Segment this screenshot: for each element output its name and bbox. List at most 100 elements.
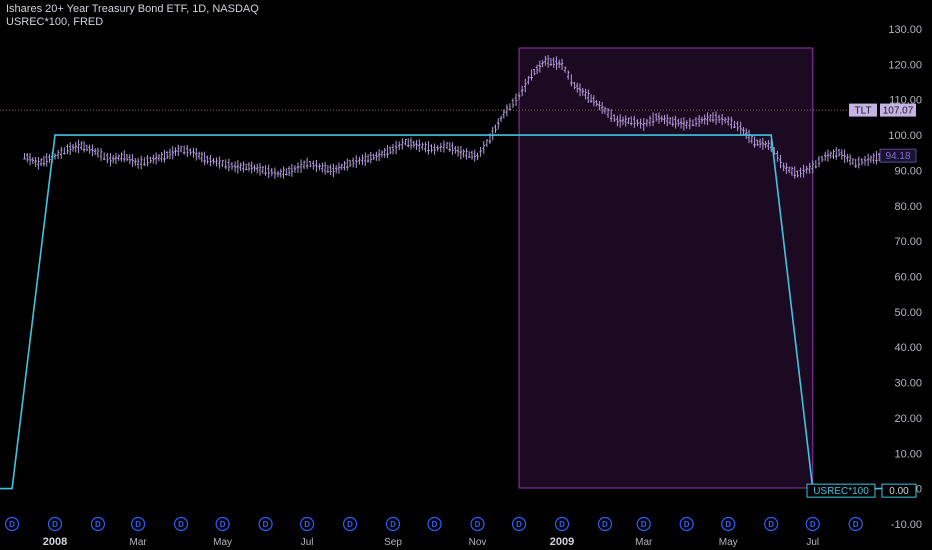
recession-shade-rect bbox=[518, 47, 814, 489]
dividend-event-badge[interactable]: D bbox=[342, 516, 358, 532]
dividend-badge-circle bbox=[764, 516, 779, 532]
tlt-current-bg bbox=[879, 148, 917, 163]
dividend-badge-circle bbox=[427, 516, 442, 532]
x-tick-label: Mar bbox=[129, 537, 147, 548]
dividend-badge-circle bbox=[554, 516, 570, 532]
tlt-tag: TLT 107.07 bbox=[849, 103, 916, 117]
dividend-badge-circle bbox=[342, 516, 358, 532]
y-tick-label: 100.00 bbox=[888, 130, 922, 142]
dividend-badge-circle bbox=[636, 516, 651, 532]
dividend-event-badge[interactable]: D bbox=[385, 516, 401, 532]
dividend-badge-circle bbox=[258, 516, 273, 532]
dividend-event-badge[interactable]: D bbox=[427, 516, 442, 532]
y-tick-label: 60.00 bbox=[894, 272, 922, 284]
dividend-event-badge[interactable]: D bbox=[805, 516, 820, 532]
dividend-badge-circle bbox=[173, 516, 189, 532]
dividend-badge-circle bbox=[679, 516, 694, 532]
y-tick-label: 120.00 bbox=[888, 59, 922, 71]
dividend-badge-label: D bbox=[52, 520, 58, 529]
dividend-badge-circle bbox=[4, 516, 20, 532]
y-tick-label: 50.00 bbox=[894, 307, 922, 319]
dividend-event-badge[interactable]: D bbox=[258, 516, 273, 532]
tlt-tag-name: TLT bbox=[854, 106, 871, 117]
dividend-badge-label: D bbox=[853, 520, 859, 529]
x-tick-label: Jul bbox=[301, 537, 314, 548]
dividend-badge-label: D bbox=[304, 520, 310, 529]
dividend-badge-label: D bbox=[516, 520, 522, 529]
dividend-badge-label: D bbox=[9, 520, 15, 529]
dividend-badge-label: D bbox=[768, 520, 774, 529]
dividend-event-badge[interactable]: D bbox=[4, 516, 20, 532]
dividend-badge-label: D bbox=[475, 520, 481, 529]
x-tick-label: Jul bbox=[806, 537, 819, 548]
dividend-event-badge[interactable]: D bbox=[470, 516, 485, 532]
dividend-event-badge[interactable]: D bbox=[173, 516, 189, 532]
tlt-tag-value: 107.07 bbox=[883, 106, 914, 117]
x-tick-label: 2009 bbox=[550, 536, 574, 548]
dividend-badge-circle bbox=[385, 516, 401, 532]
y-axis[interactable]: 130.00120.00110.00100.0090.0080.0070.006… bbox=[888, 24, 922, 531]
chart-title: Ishares 20+ Year Treasury Bond ETF, 1D, … bbox=[6, 3, 259, 15]
dividend-event-badge[interactable]: D bbox=[597, 516, 613, 532]
dividend-badge-label: D bbox=[559, 520, 565, 529]
tlt-current-value: 94.18 bbox=[885, 151, 910, 162]
dividend-event-badge[interactable]: D bbox=[848, 516, 863, 532]
dividend-badge-circle bbox=[300, 516, 315, 532]
dividend-event-badge[interactable]: D bbox=[721, 516, 736, 532]
x-tick-label: 2008 bbox=[43, 536, 67, 548]
usrec-tag: USREC*100 0.00 bbox=[806, 483, 917, 498]
x-tick-label: Mar bbox=[635, 537, 653, 548]
y-tick-label: 70.00 bbox=[894, 236, 922, 248]
tlt-current-tag: 94.18 bbox=[879, 148, 917, 163]
dividend-event-badge[interactable]: D bbox=[90, 516, 106, 532]
dividend-event-badge[interactable]: D bbox=[47, 516, 63, 532]
ohlc-bars-layer bbox=[23, 55, 881, 179]
dividend-badge-circle bbox=[805, 516, 820, 532]
dividend-event-badge[interactable]: D bbox=[764, 516, 779, 532]
x-axis[interactable]: 2008 Mar May Jul Sep Nov 2009 Mar May Jul bbox=[43, 536, 819, 548]
dividend-badge-circle bbox=[47, 516, 63, 532]
dividend-badge-label: D bbox=[602, 520, 608, 529]
usrec-tag-name-bg bbox=[806, 483, 876, 498]
dividend-event-badge[interactable]: D bbox=[215, 516, 230, 532]
y-tick-label: -10.00 bbox=[891, 519, 922, 531]
chart-subtitle: USREC*100, FRED bbox=[6, 16, 104, 28]
y-tick-label: 10.00 bbox=[894, 448, 922, 460]
dividend-badge-circle bbox=[131, 516, 146, 532]
dividend-badge-label: D bbox=[684, 520, 690, 529]
price-tags: TLT 107.07 94.18 USREC*100 0.00 bbox=[806, 103, 917, 498]
dividend-badge-circle bbox=[511, 516, 527, 532]
dividend-badge-label: D bbox=[178, 520, 184, 529]
dividend-badge-circle bbox=[848, 516, 863, 532]
dividend-event-badge[interactable]: D bbox=[679, 516, 694, 532]
y-tick-label: 90.00 bbox=[894, 165, 922, 177]
x-tick-label: Nov bbox=[469, 537, 487, 548]
y-tick-label: 40.00 bbox=[894, 342, 922, 354]
dividend-event-badge[interactable]: D bbox=[636, 516, 651, 532]
usrec-tag-name: USREC*100 bbox=[813, 486, 869, 497]
dividend-badge-label: D bbox=[135, 520, 141, 529]
dividend-badge-circle bbox=[215, 516, 230, 532]
dividend-badge-circle bbox=[90, 516, 106, 532]
x-tick-label: May bbox=[213, 537, 232, 548]
x-tick-label: Sep bbox=[384, 537, 402, 548]
dividend-event-badge[interactable]: D bbox=[300, 516, 315, 532]
tlt-tag-name-bg bbox=[849, 103, 877, 117]
dividend-event-badge[interactable]: D bbox=[131, 516, 146, 532]
tlt-tag-value-bg bbox=[880, 103, 916, 117]
usrec-tag-value-bg bbox=[881, 483, 917, 498]
dividend-badge-label: D bbox=[810, 520, 816, 529]
dividend-badge-label: D bbox=[641, 520, 647, 529]
y-tick-label: 30.00 bbox=[894, 378, 922, 390]
dividend-badge-label: D bbox=[263, 520, 269, 529]
dividend-badge-label: D bbox=[95, 520, 101, 529]
y-tick-label: 80.00 bbox=[894, 201, 922, 213]
dividend-event-badge[interactable]: D bbox=[554, 516, 570, 532]
y-tick-label: 20.00 bbox=[894, 413, 922, 425]
dividend-badge-label: D bbox=[432, 520, 438, 529]
y-tick-label: 130.00 bbox=[888, 24, 922, 36]
dividend-event-badge[interactable]: D bbox=[511, 516, 527, 532]
dividend-badge-label: D bbox=[390, 520, 396, 529]
